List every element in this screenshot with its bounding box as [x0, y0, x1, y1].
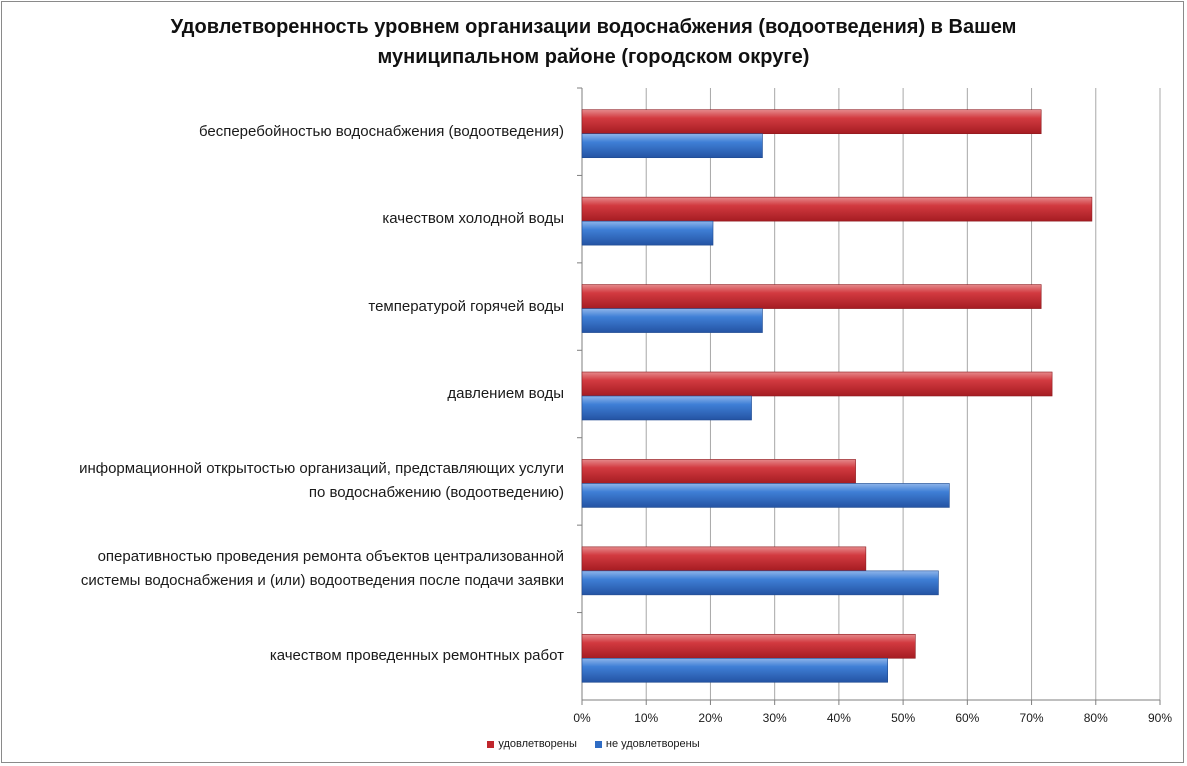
bar-unsatisfied-7: [581, 657, 888, 683]
bar-satisfied-2: [581, 196, 1093, 222]
category-label-line: качеством холодной воды: [382, 210, 564, 228]
bar-satisfied-3: [581, 284, 1042, 309]
bar-satisfied-6: [581, 546, 867, 572]
chart-title: Удовлетворенность уровнем организации во…: [0, 12, 1187, 72]
category-label-line: качеством проведенных ремонтных работ: [269, 647, 564, 665]
bar-satisfied-1: [581, 109, 1042, 135]
x-tick-label: 30%: [763, 711, 787, 725]
bar-satisfied-4: [581, 371, 1053, 397]
category-label-line: бесперебойностью водоснабжения (водоотве…: [198, 122, 564, 140]
x-tick-label: 20%: [698, 711, 722, 725]
x-tick-label: 50%: [891, 711, 915, 725]
legend-item-2: не удовлетворены: [594, 738, 700, 750]
category-label-line: давлением воды: [447, 385, 564, 402]
x-tick-label: 40%: [827, 711, 851, 725]
bar-unsatisfied-4: [581, 395, 752, 421]
bar-unsatisfied-3: [581, 308, 763, 333]
bar-unsatisfied-1: [581, 133, 763, 159]
x-tick-label: 60%: [955, 711, 979, 725]
legend-swatch: [594, 740, 602, 748]
category-label-4: давлением воды: [0, 382, 564, 406]
category-label-line: оперативностью проведения ремонта объект…: [97, 547, 564, 565]
category-label-line: температурой горячей воды: [368, 297, 564, 315]
category-label-5: информационной открытостью организаций, …: [0, 457, 564, 505]
legend-item-1: удовлетворены: [487, 738, 577, 750]
x-tick-label: 90%: [1148, 711, 1172, 725]
chart-legend: удовлетворены не удовлетворены: [0, 738, 1187, 750]
category-label-7: качеством проведенных ремонтных работ: [0, 644, 564, 668]
legend-label: удовлетворены: [498, 738, 577, 750]
chart-title-line-1: Удовлетворенность уровнем организации во…: [170, 16, 1017, 38]
bar-unsatisfied-2: [581, 220, 714, 246]
category-label-3: температурой горячей воды: [0, 295, 564, 319]
x-tick-label: 10%: [634, 711, 658, 725]
x-tick-label: 80%: [1084, 711, 1108, 725]
x-tick-label: 70%: [1020, 711, 1044, 725]
legend-swatch: [487, 740, 495, 748]
bar-satisfied-7: [581, 633, 916, 659]
legend-label: не удовлетворены: [605, 738, 700, 750]
category-label-1: бесперебойностью водоснабжения (водоотве…: [0, 120, 564, 144]
category-label-line: по водоснабжению (водоотведению): [308, 484, 564, 502]
category-label-2: качеством холодной воды: [0, 207, 564, 231]
category-label-6: оперативностью проведения ремонта объект…: [0, 545, 564, 593]
chart-title-line-2: муниципальном районе (городском округе): [377, 46, 810, 68]
x-tick-label: 0%: [573, 711, 591, 725]
bar-satisfied-5: [581, 459, 856, 484]
category-label-line: информационной открытостью организаций, …: [79, 460, 564, 478]
bar-unsatisfied-5: [581, 483, 950, 508]
category-label-line: системы водоснабжения и (или) водоотведе…: [80, 571, 564, 589]
bar-unsatisfied-6: [581, 570, 939, 596]
